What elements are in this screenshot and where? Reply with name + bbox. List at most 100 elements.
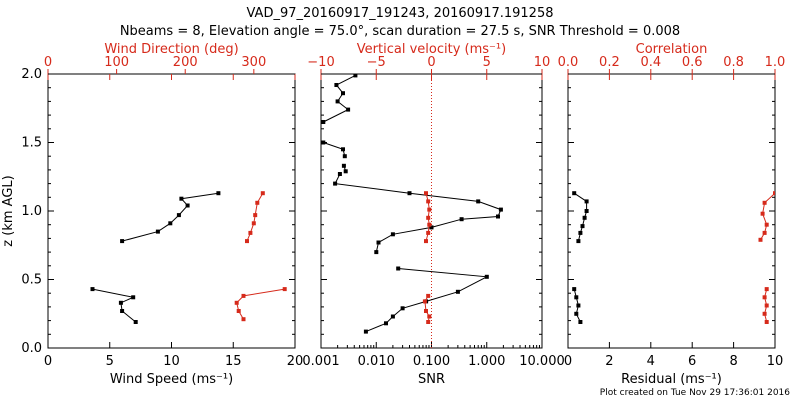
y-tick-label: 2.0 — [21, 67, 42, 82]
plot-frame-correlation — [567, 73, 776, 349]
residual-point — [572, 191, 577, 196]
y-tick-label: 0.0 — [21, 341, 42, 356]
wind-direction-point — [260, 191, 265, 196]
snr-point — [337, 172, 342, 176]
residual-point — [578, 320, 583, 324]
correlation-point — [760, 211, 765, 216]
snr-point — [333, 181, 338, 186]
snr-point — [341, 91, 345, 96]
residual-point — [580, 224, 585, 229]
bottom-tick-label: 0.010 — [358, 354, 395, 369]
wind-speed-point — [176, 213, 181, 218]
snr-point — [335, 99, 340, 104]
bottom-tick-label: 0.001 — [302, 354, 339, 369]
correlation-point — [762, 311, 767, 316]
bottom-tick-label: 6 — [688, 354, 696, 369]
snr-point — [363, 329, 368, 334]
bottom-axis-label-correlation: Residual (ms⁻¹) — [621, 372, 722, 387]
residual-point — [576, 303, 581, 308]
bottom-tick-label: 0 — [44, 354, 52, 369]
snr-point — [343, 169, 348, 174]
bottom-tick-label: 10 — [163, 354, 180, 369]
wind-speed-point — [120, 239, 125, 244]
plot-frame-snr — [320, 73, 543, 349]
bottom-axis-label-wind: Wind Speed (ms⁻¹) — [110, 372, 233, 387]
snr-point — [400, 306, 405, 311]
plot-footer: Plot created on Tue Nov 29 17:36:01 2016 — [600, 388, 790, 398]
correlation-point — [762, 295, 767, 300]
snr-point — [346, 107, 351, 112]
top-tick-label: 300 — [241, 55, 266, 70]
snr-point — [476, 199, 481, 204]
panel-wind: 0 5 10 15 20 Wind Speed (ms⁻¹) 0 100 200 300Wind … — [21, 42, 303, 387]
correlation-point — [758, 237, 763, 242]
residual-point — [576, 239, 581, 244]
wind-direction-point — [248, 230, 253, 235]
bottom-tick-label: 8 — [729, 354, 737, 369]
correlation-point — [764, 222, 769, 227]
snr-point — [334, 83, 339, 87]
bottom-tick-label: 10.000 — [519, 354, 565, 369]
vertical-velocity-point — [426, 293, 431, 298]
snr-point — [321, 140, 326, 145]
top-tick-label: 100 — [104, 55, 129, 70]
wind-speed-line — [121, 192, 219, 242]
top-tick-label: 0.8 — [723, 55, 744, 70]
bottom-tick-label: 15 — [225, 354, 242, 369]
snr-point — [498, 207, 503, 212]
panel-snr: 0.001 0.010 0.100 1.000 10.000 SNR −10 −5 0 5 10 Ve… — [302, 42, 564, 387]
vertical-velocity-point — [426, 215, 431, 220]
bottom-axis-label-snr: SNR — [418, 372, 445, 387]
residual-point — [578, 230, 583, 235]
residual-point — [574, 311, 579, 316]
wind-speed-point — [131, 295, 136, 300]
snr-point — [484, 274, 489, 279]
snr-point — [496, 214, 500, 219]
residual-point — [584, 199, 589, 204]
plot-frame-wind — [47, 73, 296, 349]
vertical-velocity-point — [426, 320, 431, 324]
correlation-point — [764, 287, 769, 292]
figure-title: VAD_97_20160917_191243, 20160917.191258 — [247, 6, 554, 21]
bottom-tick-label: 0.100 — [413, 354, 450, 369]
correlation-point — [762, 200, 767, 205]
top-axis-label-wind: Wind Direction (deg) — [104, 42, 238, 57]
snr-point — [376, 240, 381, 245]
snr-point — [353, 74, 358, 78]
y-tick-label: 1.5 — [21, 136, 42, 151]
wind-direction-point — [253, 213, 258, 218]
vertical-velocity-point — [427, 222, 432, 227]
top-tick-label: 0.6 — [682, 55, 703, 70]
wind-direction-point — [234, 300, 239, 305]
wind-direction-point — [241, 317, 246, 322]
wind-speed-point — [133, 320, 138, 324]
snr-point — [390, 314, 395, 319]
wind-speed-point — [155, 229, 160, 234]
wind-direction-point — [245, 239, 249, 244]
top-axis-label-snr: Vertical velocity (ms⁻¹) — [357, 42, 506, 57]
top-tick-label: 0 — [44, 55, 52, 70]
wind-speed-line — [92, 288, 137, 323]
figure-subtitle: Nbeams = 8, Elevation angle = 75.0°, sca… — [120, 24, 680, 39]
snr-point — [321, 120, 326, 124]
series-group-correlation — [572, 191, 775, 324]
correlation-point — [762, 230, 767, 235]
wind-direction-point — [282, 287, 287, 292]
wind-speed-point — [118, 300, 123, 305]
snr-point — [384, 321, 388, 326]
top-tick-label: −5 — [367, 55, 386, 70]
residual-point — [582, 215, 587, 220]
wind-speed-point — [90, 287, 95, 292]
vertical-velocity-point — [427, 207, 432, 212]
bottom-tick-label: 2 — [605, 354, 613, 369]
wind-speed-point — [185, 203, 190, 208]
vertical-velocity-point — [424, 191, 428, 196]
snr-point — [396, 266, 401, 271]
snr-point — [342, 154, 347, 159]
residual-point — [572, 287, 577, 292]
snr-point — [429, 225, 434, 230]
bottom-tick-label: 5 — [106, 354, 114, 369]
snr-point — [341, 147, 345, 152]
correlation-point — [764, 303, 769, 308]
